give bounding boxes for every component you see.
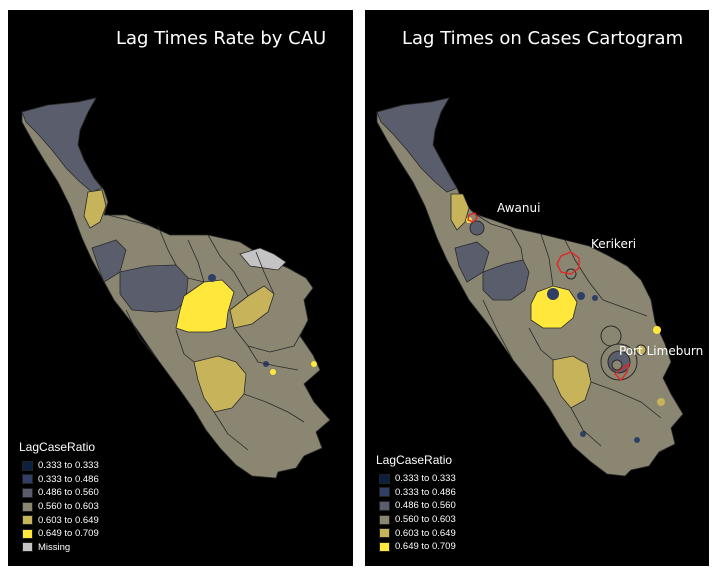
map-panel-right: Awanui Kerikeri Port Limeburn Lag Times … (365, 10, 709, 566)
legend-label: 0.486 to 0.560 (395, 500, 456, 512)
place-label-port-limeburn: Port Limeburn (619, 344, 703, 358)
region-south-mustard (193, 355, 247, 413)
legend-label: 0.560 to 0.603 (38, 501, 99, 513)
legend-swatch (22, 474, 33, 485)
region-central-yellow (530, 285, 578, 329)
legend-label: 0.649 to 0.709 (395, 541, 456, 553)
map-title-right: Lag Times on Cases Cartogram (402, 28, 684, 49)
cartogram-blob (580, 431, 586, 437)
region-central-yellow (175, 279, 235, 333)
legend-right: LagCaseRatio 0.333 to 0.333 0.333 to 0.4… (376, 453, 456, 554)
legend-item: 0.486 to 0.560 (19, 486, 99, 500)
legend-item: 0.560 to 0.603 (376, 513, 456, 527)
legend-label: 0.560 to 0.603 (395, 514, 456, 526)
cau-choropleth-map (21, 97, 331, 479)
legend-label: 0.603 to 0.649 (395, 527, 456, 539)
place-label-kerikeri: Kerikeri (591, 237, 636, 251)
highlight-awanui (467, 212, 478, 223)
legend-swatch (379, 541, 390, 552)
legend-swatch (22, 515, 33, 526)
region-awanui (83, 189, 107, 229)
legend-item: 0.333 to 0.486 (376, 486, 456, 500)
map-panel-left: Lag Times Rate by CAU LagCaseRatio 0.333… (8, 10, 353, 566)
legend-item: 0.603 to 0.649 (19, 513, 99, 527)
legend-item: 0.649 to 0.709 (19, 527, 99, 541)
legend-label: Missing (38, 541, 71, 553)
legend-swatch (22, 528, 33, 539)
legend-swatch (379, 528, 390, 539)
region-east-mustard (229, 285, 275, 329)
legend-item: 0.603 to 0.649 (376, 526, 456, 540)
legend-title: LagCaseRatio (19, 440, 96, 454)
region-boundaries (474, 213, 662, 447)
legend-item: 0.560 to 0.603 (19, 500, 99, 514)
region-south-mustard (552, 355, 592, 409)
legend-label: 0.333 to 0.486 (38, 473, 99, 485)
legend-swatch (22, 487, 33, 498)
region-far-north (376, 97, 458, 193)
cartogram-blob (653, 326, 661, 334)
legend-swatch (379, 500, 390, 511)
legend-item: 0.649 to 0.709 (376, 540, 456, 554)
legend-swatch (379, 487, 390, 498)
legend-swatch (22, 542, 33, 553)
cartogram-blob (635, 344, 647, 356)
highlight-port-limeburn (613, 362, 631, 382)
legend-swatch (379, 473, 390, 484)
legend-item: Missing (19, 541, 99, 555)
cartogram-blob (600, 325, 622, 347)
cartogram-blob (634, 437, 640, 443)
cartogram-blob (469, 220, 485, 236)
highlight-kerikeri (556, 251, 580, 275)
region-boundaries (107, 214, 305, 451)
legend-swatch (22, 460, 33, 471)
region-kaikohe-west (482, 259, 530, 301)
region-small-yellow (311, 361, 317, 367)
region-far-north (21, 97, 103, 193)
legend-item: 0.333 to 0.333 (376, 472, 456, 486)
legend-item: 0.333 to 0.486 (19, 473, 99, 487)
legend-left: LagCaseRatio 0.333 to 0.333 0.333 to 0.4… (19, 440, 99, 554)
cartogram-blob (611, 359, 623, 371)
map-title-left: Lag Times Rate by CAU (116, 28, 327, 49)
legend-item: 0.486 to 0.560 (376, 499, 456, 513)
legend-label: 0.333 to 0.333 (38, 460, 99, 472)
region-missing (239, 247, 287, 271)
legend-label: 0.333 to 0.333 (395, 473, 456, 485)
legend-swatch (379, 514, 390, 525)
region-small-blue (208, 274, 216, 282)
legend-title: LagCaseRatio (376, 453, 453, 467)
place-label-awanui: Awanui (497, 201, 540, 215)
region-kaikohe-west (119, 264, 189, 313)
legend-label: 0.486 to 0.560 (38, 487, 99, 499)
region-awanui (450, 193, 470, 231)
cartogram-map: Awanui Kerikeri Port Limeburn (376, 97, 703, 477)
cartogram-blob (657, 398, 665, 406)
legend-label: 0.603 to 0.649 (38, 514, 99, 526)
legend-swatch (22, 501, 33, 512)
cartogram-blob (592, 295, 598, 301)
cartogram-blob (547, 288, 559, 300)
legend-label: 0.333 to 0.486 (395, 486, 456, 498)
legend-label: 0.649 to 0.709 (38, 528, 99, 540)
legend-item: 0.333 to 0.333 (19, 459, 99, 473)
cartogram-blob (577, 292, 585, 300)
region-small-yellow (270, 369, 276, 375)
